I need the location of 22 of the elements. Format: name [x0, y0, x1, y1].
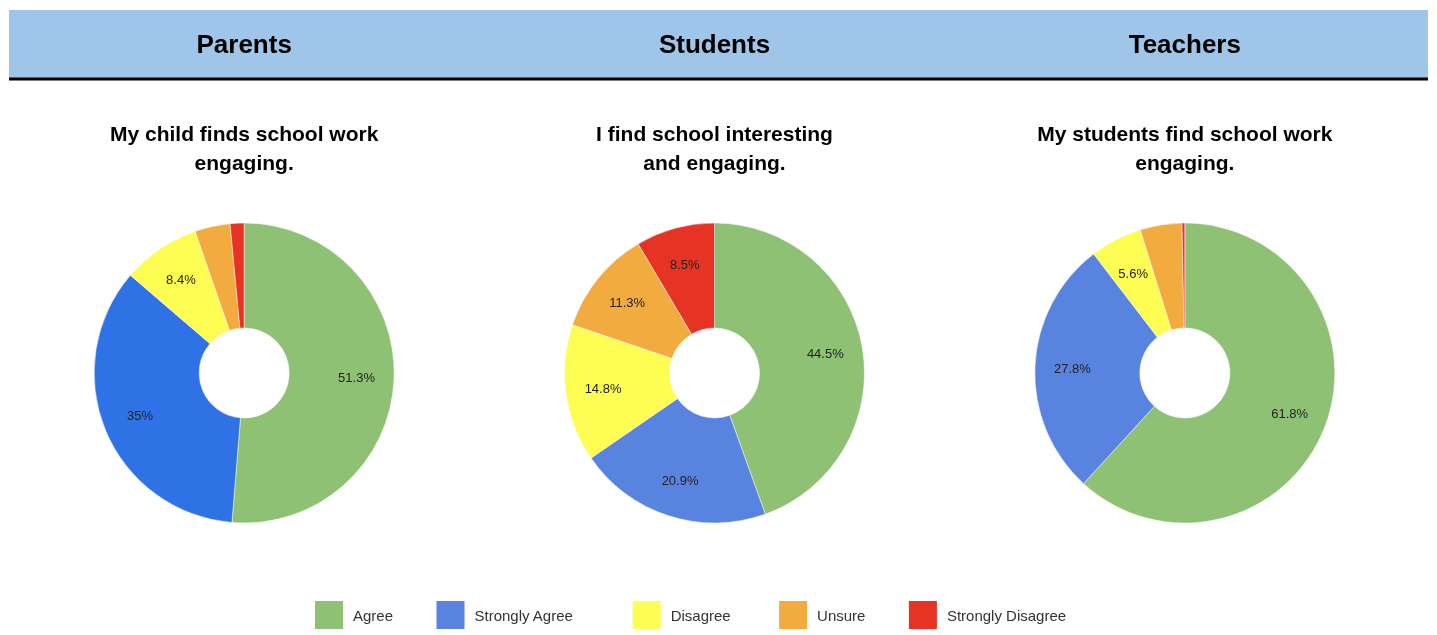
data-label: 44.5% — [806, 346, 845, 362]
data-label: 20.9% — [661, 472, 699, 488]
chart-subtitle: My child finds school work engaging. — [109, 122, 379, 174]
legend-label: Disagree — [670, 606, 731, 624]
data-label: 11.3% — [609, 294, 646, 310]
chart-subtitle: My students find school work engaging. — [1037, 122, 1333, 174]
chart-subtitle: I find school interesting and engaging. — [596, 122, 833, 174]
data-label: 27.8% — [1054, 360, 1092, 376]
legend-label: Strongly Disagree — [946, 606, 1067, 624]
chart-title: Parents — [196, 29, 292, 59]
data-label: 5.6% — [1118, 265, 1149, 281]
chart-title: Teachers — [1128, 29, 1241, 59]
data-label: 35% — [127, 408, 154, 424]
data-label: 14.8% — [584, 381, 622, 396]
data-label: 61.8% — [1271, 406, 1309, 422]
data-label: 8.5% — [669, 256, 701, 272]
legend-label: Agree — [353, 606, 394, 624]
data-label: 8.4% — [166, 272, 197, 288]
legend-label: Strongly Agree — [474, 606, 573, 624]
chart-title: Students — [658, 29, 771, 59]
legend-label: Unsure — [817, 606, 866, 624]
data-label: 51.3% — [338, 370, 376, 386]
